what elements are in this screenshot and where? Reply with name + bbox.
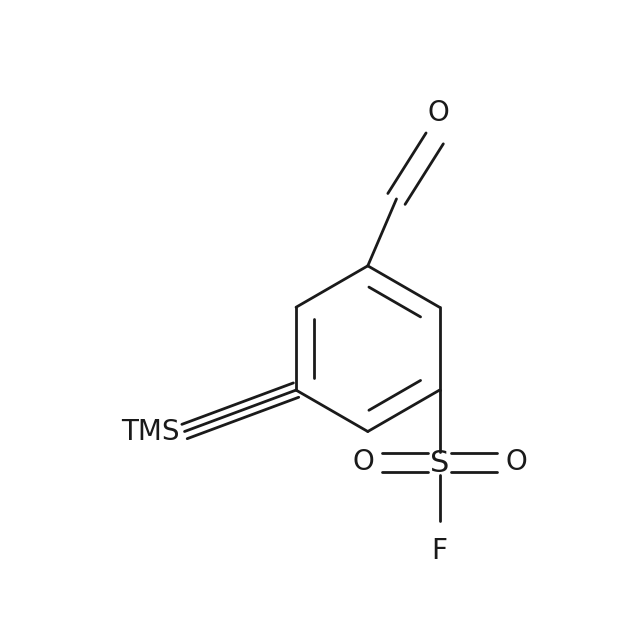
Text: O: O [505, 448, 527, 476]
Text: O: O [352, 448, 374, 476]
Text: O: O [427, 99, 449, 127]
Text: TMS: TMS [121, 417, 179, 445]
Text: F: F [431, 537, 447, 564]
Text: S: S [430, 449, 449, 478]
